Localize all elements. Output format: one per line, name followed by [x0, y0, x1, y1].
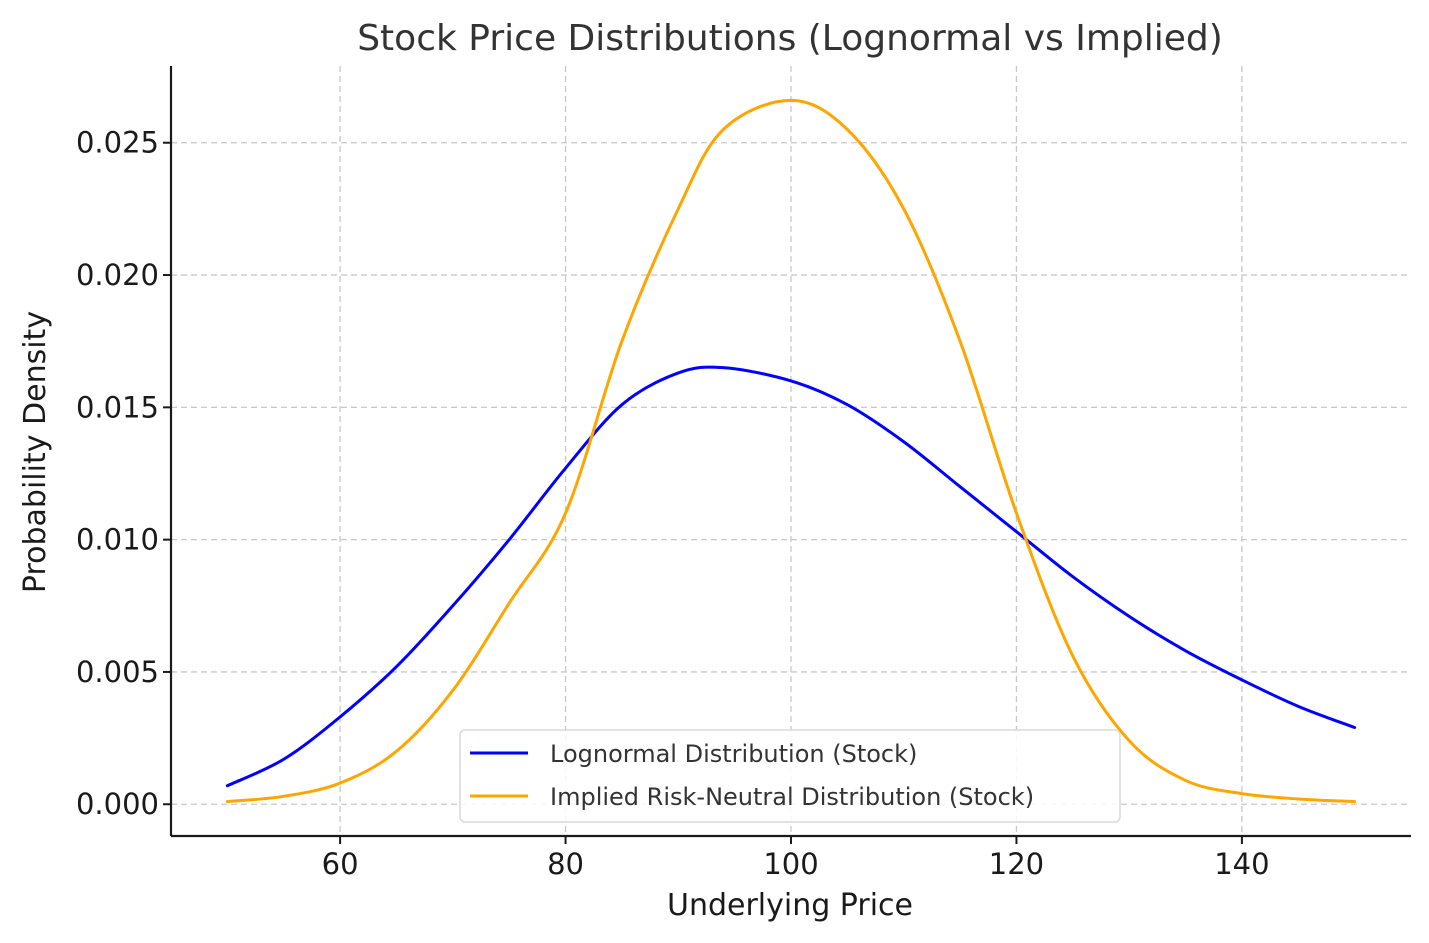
- x-tick-label: 140: [1214, 847, 1269, 881]
- legend-label-implied: Implied Risk-Neutral Distribution (Stock…: [550, 783, 1034, 811]
- legend-box: [459, 729, 1121, 823]
- x-axis-label: Underlying Price: [667, 888, 913, 923]
- ticks: 60 80 100 120 140 0.000 0.005 0.010 0.015 0.020 0.…: [76, 126, 1270, 881]
- y-tick-label: 0.005: [76, 655, 159, 689]
- x-tick-label: 100: [763, 847, 818, 881]
- series-line-implied: [225, 98, 1357, 804]
- series-line-lognormal: [225, 365, 1357, 788]
- y-axis-label: Probability Density: [18, 311, 53, 593]
- y-tick-label: 0.025: [76, 126, 159, 160]
- y-tick-label: 0.010: [76, 523, 159, 557]
- y-tick-label: 0.020: [76, 258, 159, 292]
- y-tick-label: 0.015: [76, 390, 159, 424]
- chart-title: Stock Price Distributions (Lognormal vs …: [357, 18, 1223, 59]
- y-tick-label: 0.000: [76, 787, 159, 821]
- legend-label-lognormal: Lognormal Distribution (Stock): [550, 740, 917, 768]
- x-tick-label: 120: [989, 847, 1044, 881]
- x-tick-label: 60: [322, 847, 359, 881]
- series-lines: [225, 98, 1357, 804]
- x-tick-label: 80: [547, 847, 584, 881]
- legend: Lognormal Distribution (Stock) Implied R…: [459, 729, 1121, 823]
